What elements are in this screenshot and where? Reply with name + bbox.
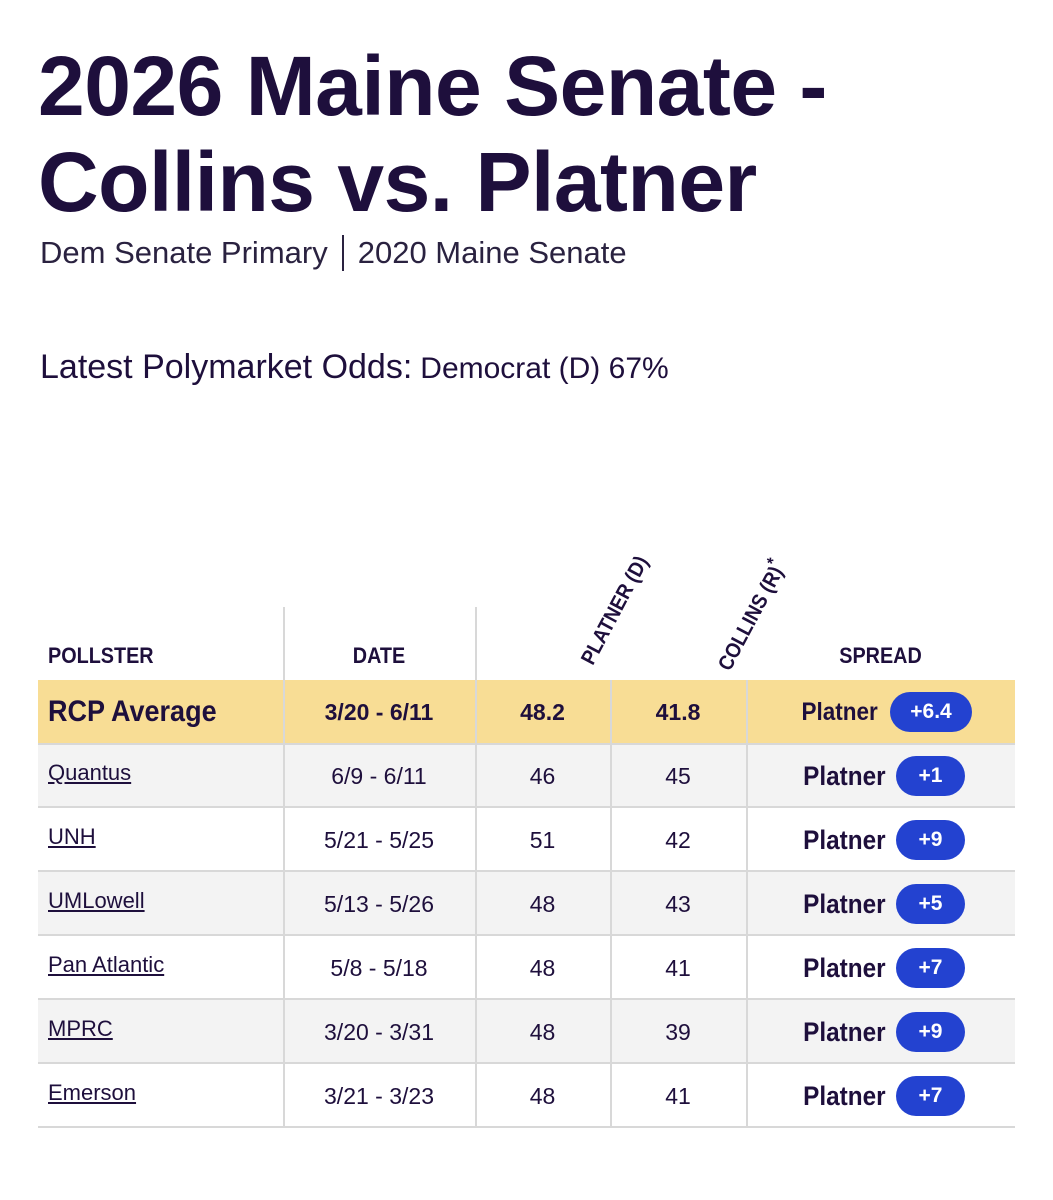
platner-value: 48.2 [520,698,565,725]
date: 3/20 - 3/31 [324,1018,434,1045]
date: 3/20 - 6/11 [324,698,434,725]
row-divider [38,1126,1015,1128]
platner-value: 48 [529,1082,556,1109]
date: 5/21 - 5/25 [324,826,434,853]
spread-badge: +7 [896,1076,965,1116]
spread-badge: +7 [896,948,965,988]
odds-value: Democrat (D) 67% [420,352,669,385]
collins-value: 41.8 [655,698,701,725]
row-divider [38,743,1015,745]
platner-value: 48 [529,954,556,981]
spread-leader: Platner [803,952,886,983]
row-bg [38,744,1015,808]
page-title: 2026 Maine Senate - Collins vs. Platner [38,39,827,229]
pollster-link[interactable]: MPRC [48,1016,113,1041]
spread-leader: Platner [803,760,886,791]
spread-leader: Platner [803,824,886,855]
pollster-link[interactable]: Quantus [48,760,132,785]
related-links: Dem Senate Primary 2020 Maine Senate [40,235,627,271]
row-divider [38,998,1015,1000]
spread-badge: +6.4 [890,692,972,732]
platner-value: 48 [529,1018,556,1045]
odds: Latest Polymarket Odds: Democrat (D) 67% [40,348,669,387]
column-divider [746,680,748,1127]
spread-leader: Platner [803,1016,886,1047]
date: 3/21 - 3/23 [324,1082,434,1109]
spread-leader: Platner [803,1080,886,1111]
pollster-link[interactable]: Pan Atlantic [48,952,165,977]
column-divider [283,607,285,1127]
column-header: PLATNER (D) [576,552,654,669]
column-divider [610,680,612,1127]
column-divider [475,607,477,1127]
pollster-link[interactable]: UNH [48,824,96,849]
spread-leader: Platner [803,888,886,919]
collins-value: 41 [665,1082,691,1109]
row-divider [38,1062,1015,1064]
average-row-bg [38,680,1015,744]
platner-value: 46 [529,762,556,789]
collins-value: 43 [665,890,691,917]
collins-value: 45 [665,762,691,789]
spread-badge: +9 [896,820,965,860]
spread-badge: +1 [896,756,965,796]
row-bg [38,872,1015,936]
column-header: POLLSTER [48,643,154,668]
collins-value: 39 [665,1018,691,1045]
pollster: RCP Average [48,695,217,728]
column-header: DATE [352,643,406,668]
odds-label: Latest Polymarket Odds: [40,348,413,386]
row-divider [38,934,1015,936]
spread-badge: +9 [896,1012,965,1052]
collins-value: 42 [665,826,691,853]
date: 6/9 - 6/11 [331,762,427,789]
platner-value: 51 [529,826,556,853]
platner-value: 48 [529,890,556,917]
separator [341,235,344,271]
spread-leader: Platner [801,697,878,726]
date: 5/13 - 5/26 [324,890,434,917]
pollster-link[interactable]: Emerson [48,1080,137,1105]
spread-badge: +5 [896,884,965,924]
collins-value: 41 [665,954,691,981]
row-divider [38,870,1015,872]
pollster-link[interactable]: UMLowell [48,888,145,913]
row-bg [38,1000,1015,1064]
date: 5/8 - 5/18 [330,954,428,981]
footnote-mark: * [762,554,783,570]
row-divider [38,806,1015,808]
link[interactable]: Dem Senate Primary [40,235,328,270]
column-header: SPREAD [839,643,922,668]
link[interactable]: 2020 Maine Senate [357,235,627,270]
